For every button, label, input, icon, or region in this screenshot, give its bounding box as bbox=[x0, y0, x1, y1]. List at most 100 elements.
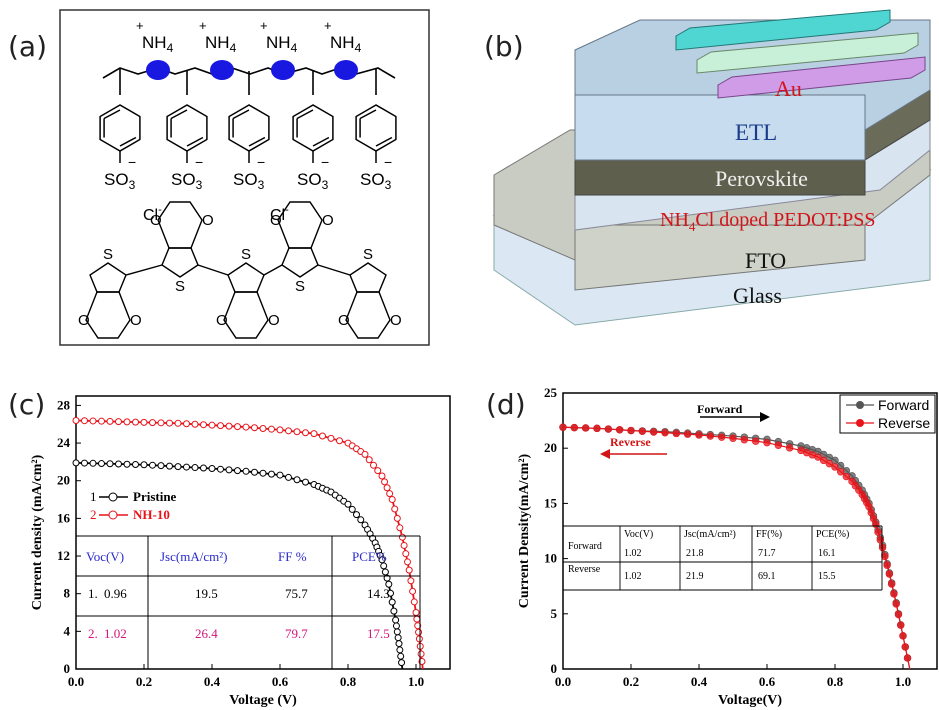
data-point bbox=[883, 560, 891, 568]
data-point bbox=[369, 534, 377, 542]
data-point bbox=[132, 460, 139, 468]
sulfur-atom: S bbox=[103, 246, 113, 263]
data-point bbox=[848, 477, 856, 486]
ammonium-dot bbox=[146, 60, 170, 80]
data-point bbox=[242, 467, 250, 475]
table-cell: 21.8 bbox=[686, 548, 704, 559]
data-point bbox=[695, 431, 703, 439]
data-point bbox=[361, 450, 369, 458]
data-point bbox=[890, 589, 898, 597]
data-point bbox=[836, 468, 845, 476]
data-point bbox=[391, 505, 399, 513]
data-point bbox=[570, 423, 579, 432]
data-point bbox=[751, 437, 760, 445]
dioxane-ring bbox=[345, 291, 391, 339]
legend-label: Reverse bbox=[878, 415, 930, 431]
legend-marker bbox=[856, 419, 864, 427]
data-point bbox=[397, 652, 405, 660]
data-point bbox=[191, 420, 199, 428]
data-point bbox=[869, 514, 878, 523]
data-point bbox=[319, 432, 326, 440]
y-tick-label: 25 bbox=[544, 385, 558, 400]
x-axis-label: Voltage(V) bbox=[718, 693, 782, 708]
data-point bbox=[894, 610, 903, 619]
data-point bbox=[887, 580, 896, 588]
data-point bbox=[751, 434, 760, 442]
data-point bbox=[604, 425, 613, 433]
data-point bbox=[855, 481, 863, 490]
data-point bbox=[276, 426, 284, 434]
table-header: FF(%) bbox=[756, 529, 782, 540]
data-point bbox=[285, 427, 292, 435]
data-point bbox=[706, 432, 715, 440]
data-point bbox=[863, 495, 871, 503]
data-point bbox=[860, 490, 869, 499]
data-point bbox=[395, 640, 403, 648]
data-point bbox=[381, 568, 389, 576]
table-header: Voc(V) bbox=[86, 549, 124, 564]
data-point bbox=[366, 530, 374, 538]
table-cell: 79.7 bbox=[285, 626, 308, 641]
panel-label-b: (b) bbox=[484, 30, 524, 63]
data-point bbox=[353, 511, 360, 519]
data-point bbox=[259, 469, 267, 477]
ammonium-charge: + bbox=[136, 18, 144, 33]
data-point bbox=[638, 427, 647, 435]
series-line-nh-10 bbox=[75, 419, 424, 670]
data-point bbox=[336, 437, 343, 445]
oxygen-atom: O bbox=[270, 212, 282, 229]
table-header: Jsc(mA/cm²) bbox=[684, 529, 736, 540]
oxygen-atom: O bbox=[390, 312, 402, 329]
data-point bbox=[380, 562, 388, 570]
data-point bbox=[400, 541, 408, 549]
benzene-ring bbox=[99, 104, 141, 152]
data-point bbox=[378, 472, 386, 480]
table-header: PCE% bbox=[352, 549, 387, 564]
data-point bbox=[581, 424, 590, 432]
benzene-ring bbox=[228, 104, 270, 152]
data-point bbox=[393, 514, 401, 522]
table-row-index: 2. bbox=[88, 626, 98, 641]
data-point bbox=[865, 499, 873, 508]
chloride-label: Cl- bbox=[143, 204, 162, 224]
sulfonate-charge: − bbox=[128, 154, 136, 170]
data-point bbox=[802, 448, 811, 457]
table-cell: 75.7 bbox=[285, 586, 308, 601]
x-tick-label: 0.0 bbox=[555, 674, 571, 689]
dioxane-ring bbox=[157, 201, 203, 249]
data-point bbox=[174, 463, 182, 471]
y-tick-label: 16 bbox=[57, 510, 71, 525]
data-point bbox=[314, 482, 322, 490]
data-point bbox=[881, 550, 889, 559]
sulfur-atom: S bbox=[241, 246, 251, 263]
dioxane-ring bbox=[277, 201, 323, 249]
data-point bbox=[649, 428, 658, 436]
sulfur-atom: S bbox=[175, 278, 185, 295]
ammonium-charge: + bbox=[260, 18, 268, 33]
data-point bbox=[357, 516, 365, 524]
glass-layer bbox=[492, 169, 932, 326]
data-point bbox=[897, 621, 905, 629]
table-header: Jsc(mA/cm²) bbox=[160, 549, 227, 564]
data-point bbox=[344, 439, 352, 447]
data-point bbox=[268, 470, 275, 478]
y-tick-label: 15 bbox=[544, 495, 558, 510]
data-point bbox=[878, 543, 887, 552]
x-tick-label: 0.4 bbox=[204, 674, 221, 689]
data-point bbox=[418, 657, 426, 665]
series-line-reverse bbox=[562, 426, 911, 670]
sulfonate-label: SO3 bbox=[360, 170, 392, 192]
table-cell: 19.5 bbox=[195, 586, 218, 601]
data-point bbox=[892, 599, 900, 607]
table-header: Voc(V) bbox=[624, 529, 653, 540]
data-point bbox=[106, 460, 114, 468]
panel-label-a: (a) bbox=[8, 30, 48, 63]
fto-layer bbox=[493, 129, 931, 291]
data-point bbox=[242, 423, 250, 431]
dioxane-ring bbox=[85, 291, 131, 339]
ammonium-dot bbox=[271, 60, 295, 80]
data-point bbox=[683, 429, 692, 437]
ammonium-charge: + bbox=[324, 18, 332, 33]
data-point bbox=[132, 418, 139, 426]
